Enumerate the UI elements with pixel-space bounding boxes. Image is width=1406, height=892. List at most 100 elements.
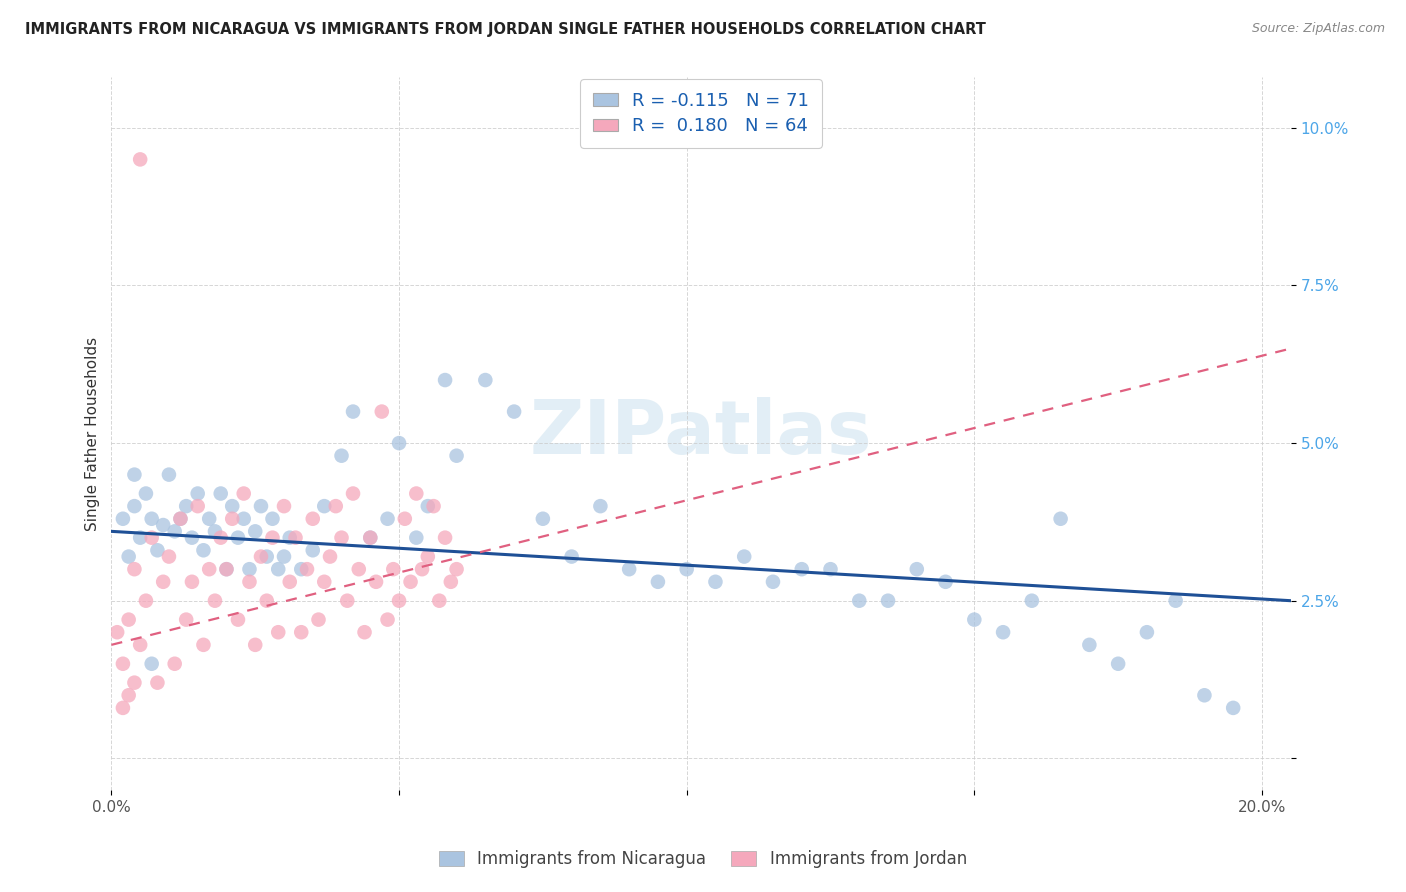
Point [124,467,146,482]
Point [416,499,439,513]
Point [118,688,141,702]
Point [301,512,323,526]
Point [617,562,640,576]
Point [267,625,290,640]
Legend: R = -0.115   N = 71, R =  0.180   N = 64: R = -0.115 N = 71, R = 0.180 N = 64 [581,79,823,148]
Point [129,153,152,167]
Point [342,486,364,500]
Point [174,613,197,627]
Point [877,593,900,607]
Point [135,593,157,607]
Point [290,562,312,576]
Point [1222,701,1244,715]
Point [1164,593,1187,607]
Point [848,593,870,607]
Point [124,562,146,576]
Point [446,449,468,463]
Point [325,499,347,513]
Point [111,701,134,715]
Point [991,625,1014,640]
Point [382,562,405,576]
Point [193,638,215,652]
Point [256,549,278,564]
Point [364,574,387,589]
Point [278,531,301,545]
Point [129,531,152,545]
Point [963,613,986,627]
Point [169,512,191,526]
Point [434,373,457,387]
Point [141,512,163,526]
Point [245,638,267,652]
Point [245,524,267,539]
Point [118,549,141,564]
Point [446,562,468,576]
Point [163,657,186,671]
Point [250,549,273,564]
Text: Source: ZipAtlas.com: Source: ZipAtlas.com [1251,22,1385,36]
Point [215,562,238,576]
Point [474,373,496,387]
Point [394,512,416,526]
Point [762,574,785,589]
Point [193,543,215,558]
Point [314,574,336,589]
Point [342,404,364,418]
Point [905,562,928,576]
Point [157,467,180,482]
Point [221,512,243,526]
Point [503,404,526,418]
Point [204,524,226,539]
Point [377,512,399,526]
Point [1136,625,1159,640]
Point [647,574,669,589]
Point [141,531,163,545]
Point [1049,512,1071,526]
Point [256,593,278,607]
Text: IMMIGRANTS FROM NICARAGUA VS IMMIGRANTS FROM JORDAN SINGLE FATHER HOUSEHOLDS COR: IMMIGRANTS FROM NICARAGUA VS IMMIGRANTS … [25,22,986,37]
Point [273,549,295,564]
Point [198,512,221,526]
Point [232,486,254,500]
Point [790,562,813,576]
Point [157,549,180,564]
Point [273,499,295,513]
Point [232,512,254,526]
Point [152,574,174,589]
Legend: Immigrants from Nicaragua, Immigrants from Jordan: Immigrants from Nicaragua, Immigrants fr… [433,844,973,875]
Point [187,499,209,513]
Point [187,486,209,500]
Point [221,499,243,513]
Point [174,499,197,513]
Point [308,613,330,627]
Point [238,562,260,576]
Point [561,549,583,564]
Point [111,512,134,526]
Point [336,593,359,607]
Point [129,638,152,652]
Point [440,574,463,589]
Point [250,499,273,513]
Point [733,549,755,564]
Point [118,613,141,627]
Point [704,574,727,589]
Point [163,524,186,539]
Point [405,531,427,545]
Point [204,593,226,607]
Point [111,657,134,671]
Point [141,657,163,671]
Point [278,574,301,589]
Point [135,486,157,500]
Point [330,449,353,463]
Point [226,531,249,545]
Point [347,562,370,576]
Point [353,625,375,640]
Point [124,499,146,513]
Point [935,574,957,589]
Point [371,404,394,418]
Point [416,549,439,564]
Point [377,613,399,627]
Point [284,531,307,545]
Point [1078,638,1101,652]
Point [215,562,238,576]
